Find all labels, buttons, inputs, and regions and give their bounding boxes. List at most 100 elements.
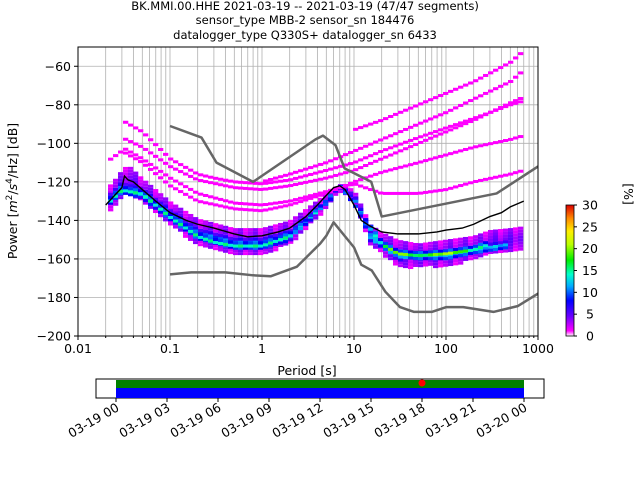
density-cell xyxy=(428,262,434,266)
density-cell xyxy=(483,237,489,241)
sparse-cell xyxy=(353,179,359,183)
density-cell xyxy=(413,245,419,249)
density-cell xyxy=(243,234,249,238)
density-cell xyxy=(163,203,169,207)
chart-title: BK.MMI.00.HHE 2021-03-19 -- 2021-03-19 (… xyxy=(131,0,479,42)
density-cell xyxy=(198,219,204,223)
sparse-cell xyxy=(418,191,424,195)
density-cell xyxy=(198,232,204,236)
density-cell xyxy=(478,246,484,250)
sparse-cell xyxy=(513,99,519,103)
sparse-cell xyxy=(278,200,284,204)
density-cell xyxy=(473,241,479,245)
density-cell xyxy=(218,227,224,231)
density-cell xyxy=(498,229,504,233)
sparse-cell xyxy=(163,161,169,165)
density-cell xyxy=(398,249,404,253)
sparse-cell xyxy=(163,173,169,177)
sparse-cell xyxy=(198,173,204,177)
sparse-cell xyxy=(153,172,159,176)
density-cell xyxy=(218,234,224,238)
sparse-cell xyxy=(253,203,259,207)
sparse-cell xyxy=(383,136,389,140)
density-cell xyxy=(273,233,279,237)
density-cell xyxy=(328,194,334,198)
density-cell xyxy=(383,244,389,248)
sparse-cell xyxy=(518,169,524,173)
sparse-cell xyxy=(333,157,339,161)
sparse-cell xyxy=(463,182,469,186)
density-cell xyxy=(198,243,204,247)
sparse-cell xyxy=(388,153,394,157)
density-cell xyxy=(493,242,499,246)
density-cell xyxy=(368,239,374,243)
density-cell xyxy=(173,221,179,225)
sparse-cell xyxy=(418,121,424,125)
sparse-cell xyxy=(468,181,474,185)
density-cell xyxy=(248,246,254,250)
density-cell xyxy=(203,220,209,224)
density-cell xyxy=(178,222,184,226)
sparse-cell xyxy=(263,179,269,183)
sparse-cell xyxy=(208,175,214,179)
density-cell xyxy=(278,232,284,236)
sparse-cell xyxy=(373,189,379,193)
density-cell xyxy=(513,239,519,243)
density-cell xyxy=(283,236,289,240)
density-cell xyxy=(248,237,254,241)
density-cell xyxy=(488,245,494,249)
density-cell xyxy=(453,247,459,251)
colorbar-tick-label: 25 xyxy=(582,219,598,234)
density-cell xyxy=(248,244,254,248)
sparse-cell xyxy=(478,94,484,98)
density-cell xyxy=(133,185,139,189)
density-cell xyxy=(208,239,214,243)
density-cell xyxy=(513,242,519,246)
density-cell xyxy=(498,232,504,236)
density-cell xyxy=(153,203,159,207)
density-cell xyxy=(363,225,369,229)
sparse-cell xyxy=(403,147,409,151)
density-cell xyxy=(143,186,149,190)
sparse-cell xyxy=(368,161,374,165)
density-cell xyxy=(213,241,219,245)
density-cell xyxy=(413,263,419,267)
sparse-cell xyxy=(323,169,329,173)
sparse-cell xyxy=(218,204,224,208)
sparse-cell xyxy=(518,52,524,56)
density-cell xyxy=(293,216,299,220)
density-cell xyxy=(273,239,279,243)
density-cell xyxy=(488,248,494,252)
sparse-cell xyxy=(478,144,484,148)
density-cell xyxy=(223,231,229,235)
density-cell xyxy=(158,214,164,218)
density-cell xyxy=(408,245,414,249)
sparse-cell xyxy=(213,176,219,180)
low-noise-model-line xyxy=(169,221,538,314)
density-cell xyxy=(263,248,269,252)
sparse-cell xyxy=(363,164,369,168)
density-cell xyxy=(458,261,464,265)
sparse-cell xyxy=(413,143,419,147)
sparse-cell xyxy=(413,137,419,141)
density-cell xyxy=(508,240,514,244)
density-cell xyxy=(258,249,264,253)
density-cell xyxy=(483,252,489,256)
density-cell xyxy=(498,241,504,245)
colorbar-tick-label: 5 xyxy=(586,307,594,322)
density-cell xyxy=(203,233,209,237)
sparse-cell xyxy=(133,157,139,161)
colorbar-tick-label: 10 xyxy=(582,285,598,300)
density-cell xyxy=(383,233,389,237)
sparse-cell xyxy=(318,191,324,195)
sparse-cell xyxy=(463,122,469,126)
sparse-cell xyxy=(393,191,399,195)
sparse-cell xyxy=(368,122,374,126)
sparse-cell xyxy=(353,182,359,186)
sparse-cell xyxy=(163,152,169,156)
density-cell xyxy=(178,228,184,232)
density-cell xyxy=(158,199,164,203)
density-cell xyxy=(133,194,139,198)
density-cell xyxy=(393,241,399,245)
sparse-cell xyxy=(238,180,244,184)
